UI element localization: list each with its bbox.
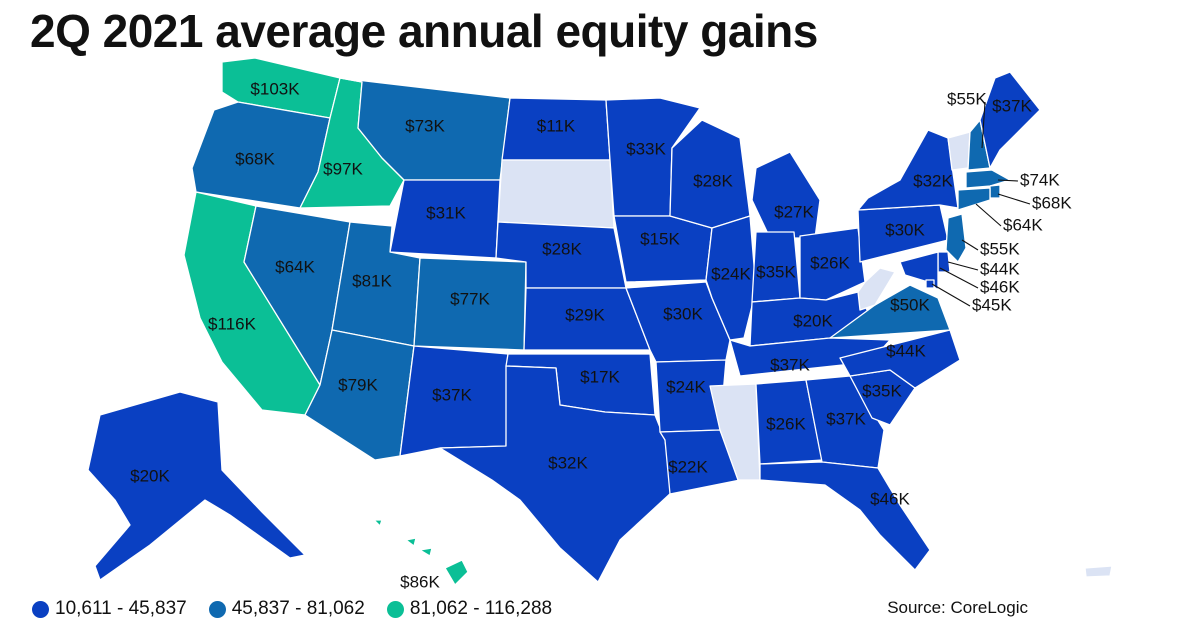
state-shape-la	[659, 429, 741, 495]
state-value-label-ga: $37K	[826, 409, 866, 428]
legend: 10,611 - 45,837 45,837 - 81,062 81,062 - 1…	[32, 598, 574, 620]
state-value-label-oh: $26K	[810, 253, 850, 272]
legend-item: 81,062 - 116,288	[386, 598, 553, 620]
state-shape-il	[705, 215, 757, 341]
state-value-label-wy: $31K	[426, 203, 466, 222]
state-value-label-sc: $35K	[862, 381, 902, 400]
leader-line-ma	[997, 179, 1019, 182]
state-value-label-ne: $28K	[542, 239, 582, 258]
state-value-label-hi: $86K	[400, 572, 440, 591]
state-shape-dc	[925, 279, 935, 289]
state-value-label-ma: $74K	[1020, 170, 1060, 189]
state-value-label-nd: $11K	[537, 116, 576, 135]
state-shape-nj	[945, 213, 967, 263]
state-shape-sd	[497, 159, 615, 229]
state-value-label-nc: $44K	[886, 341, 926, 360]
leader-line-nj	[961, 239, 979, 251]
state-value-label-mo: $30K	[663, 304, 703, 323]
state-shape-ri	[989, 184, 1001, 199]
state-value-label-ok: $17K	[580, 367, 620, 386]
leader-line-ct	[975, 203, 1002, 227]
state-shape-ak	[87, 391, 306, 581]
state-value-label-de: $44K	[980, 259, 1020, 278]
state-shape-va	[829, 284, 951, 339]
state-value-label-in: $35K	[756, 262, 796, 281]
state-value-label-al: $26K	[766, 414, 806, 433]
leader-line-de	[947, 261, 979, 271]
state-shape-ct	[957, 187, 991, 211]
state-value-label-nj: $55K	[980, 239, 1020, 258]
state-value-label-nh: $55K	[947, 89, 987, 108]
state-value-label-va: $50K	[890, 295, 930, 314]
state-shape-ga	[805, 375, 885, 469]
state-value-label-ia: $15K	[640, 229, 680, 248]
state-value-label-wa: $103K	[250, 79, 300, 98]
state-shape-pr	[1084, 565, 1113, 578]
state-value-label-co: $77K	[450, 289, 490, 308]
state-value-label-ar: $24K	[666, 377, 706, 396]
state-value-label-ny: $32K	[913, 171, 953, 190]
state-shape-ny	[857, 129, 959, 211]
state-value-label-la: $22K	[668, 457, 708, 476]
leader-line-md	[939, 267, 979, 289]
state-value-label-ks: $29K	[565, 305, 605, 324]
state-shape-fl	[759, 461, 931, 571]
state-value-label-ak: $20K	[130, 466, 170, 485]
legend-label: 45,837 - 81,062	[231, 598, 365, 619]
map-title: 2Q 2021 average annual equity gains	[30, 5, 818, 57]
legend-swatch-dot	[386, 600, 404, 618]
legend-swatch-dot	[208, 600, 226, 618]
state-shape-mi	[751, 151, 821, 239]
state-shape-hi	[373, 519, 469, 586]
state-shape-me	[979, 71, 1041, 169]
state-value-label-me: $37K	[992, 96, 1032, 115]
state-shape-tx	[439, 365, 673, 583]
state-value-label-nv: $64K	[275, 257, 315, 276]
legend-item: 10,611 - 45,837	[32, 598, 187, 620]
state-shape-tn	[729, 337, 891, 377]
state-shape-ma	[965, 169, 1011, 189]
state-value-label-pa: $30K	[885, 220, 925, 239]
state-shape-ms	[709, 383, 761, 481]
state-value-label-or: $68K	[235, 149, 275, 168]
state-value-label-nm: $37K	[432, 385, 472, 404]
state-value-label-wi: $28K	[693, 171, 733, 190]
state-value-label-ca: $116K	[208, 314, 257, 333]
legend-item: 45,837 - 81,062	[208, 598, 365, 620]
state-shape-oh	[799, 227, 866, 301]
leader-line-nh	[981, 101, 986, 149]
state-value-label-ky: $20K	[793, 311, 833, 330]
state-value-label-ri: $68K	[1032, 193, 1072, 212]
state-value-label-mn: $33K	[626, 139, 666, 158]
source-note: Source: CoreLogic	[887, 598, 1028, 617]
state-value-label-ct: $64K	[1003, 215, 1043, 234]
state-value-label-mi: $27K	[774, 202, 814, 221]
state-value-label-az: $79K	[338, 375, 378, 394]
state-value-label-il: $24K	[711, 264, 751, 283]
state-value-label-fl: $46K	[870, 489, 910, 508]
leader-line-dc	[931, 283, 971, 307]
state-shape-wv	[857, 267, 896, 311]
state-value-label-mt: $73K	[405, 116, 445, 135]
state-value-label-md: $46K	[980, 277, 1020, 296]
state-value-label-tx: $32K	[548, 453, 588, 472]
state-shape-ia	[613, 215, 713, 283]
state-value-label-ut: $81K	[352, 271, 392, 290]
legend-swatch-dot	[32, 600, 49, 618]
state-value-label-id: $97K	[323, 159, 363, 178]
state-value-label-tn: $37K	[770, 355, 810, 374]
leader-line-ri	[997, 193, 1031, 205]
legend-label: 81,062 - 116,288	[409, 598, 553, 619]
legend-label: 10,611 - 45,837	[55, 598, 187, 619]
state-shape-vt	[947, 131, 971, 171]
state-value-label-dc: $45K	[972, 295, 1012, 314]
